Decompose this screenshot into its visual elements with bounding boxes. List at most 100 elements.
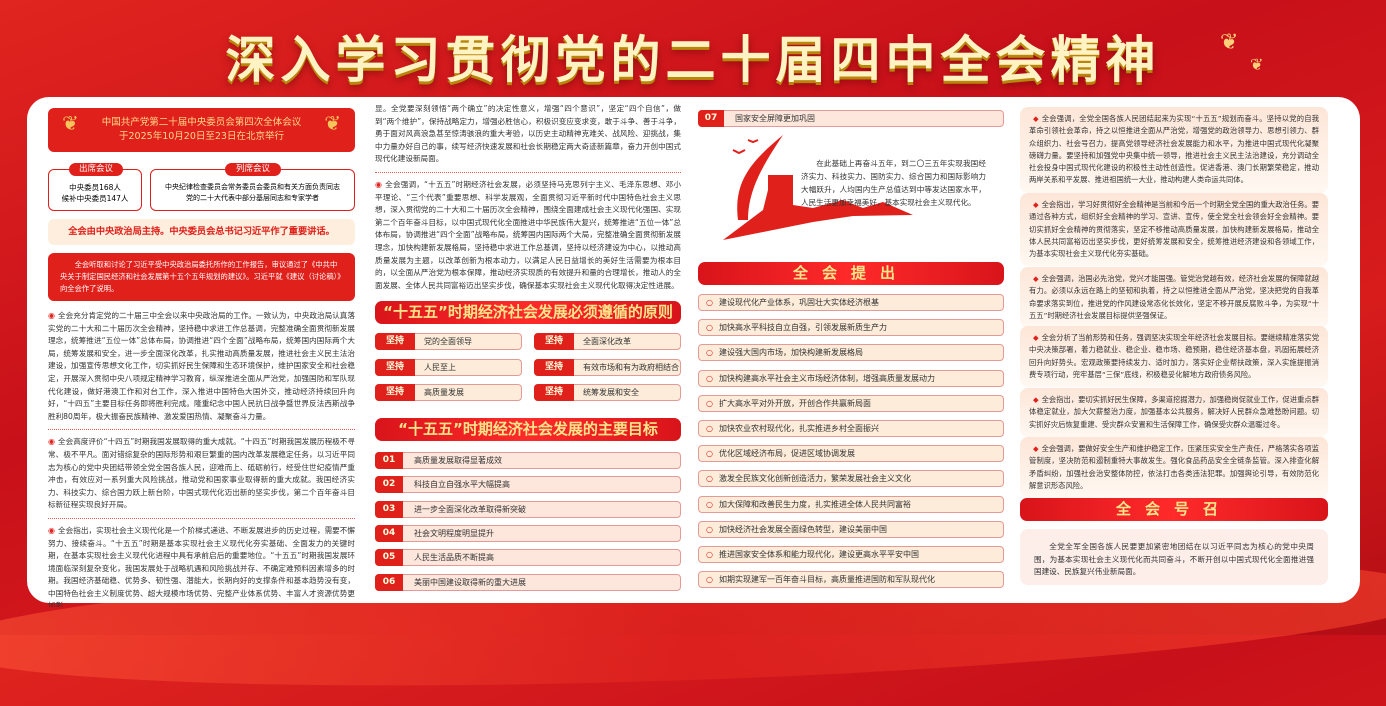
goal-item: 06 美丽中国建设取得新的重大进展: [375, 573, 681, 591]
proposal-text: 加快农业农村现代化，扎实推进乡村全面振兴: [719, 424, 879, 433]
proposal-item: ○ 加快经济社会发展全面绿色转型，建设美丽中国: [698, 520, 1004, 538]
proposal-text: 如期实现建军一百年奋斗目标，高质量推进国防和军队现代化: [719, 575, 935, 585]
call-header: 全会号召: [1020, 498, 1328, 521]
bullet-ring-icon: ◉: [48, 311, 56, 320]
proposal-item: ○ 推进国家安全体系和能力现代化，建设更高水平平安中国: [698, 546, 1004, 563]
column-3: 07 国家安全屏障更加巩固 在此基础上再奋斗五年，到二〇三五年实现我国经济实力、…: [698, 97, 1004, 603]
call-text: 全党全军全国各族人民要更加紧密地团结在以习近平同志为核心的党中央周围，为基本实现…: [1034, 542, 1314, 577]
paragraph: ◉ 全会强调，“十五五”时期经济社会发展，必须坚持马克思列宁主义、毛泽东思想、邓小…: [375, 179, 681, 292]
diamond-icon: ◆: [1033, 114, 1039, 123]
proposal-text: 加快高水平科技自立自强，引领发展新质生产力: [719, 323, 887, 333]
column-2: 显。全党要深刻领悟“两个确立”的决定性意义，增强“四个意识”，坚定“四个自信”，…: [375, 97, 681, 603]
proposal-item: ○ 优化区域经济布局，促进区域协调发展: [698, 445, 1004, 463]
goal-number: 05: [375, 549, 403, 567]
diamond-icon: ◆: [1033, 274, 1039, 283]
bullet-ring-icon: ○: [706, 499, 713, 509]
proposal-text: 推进国家安全体系和能力现代化，建设更高水平平安中国: [719, 550, 919, 559]
bullet-ring-icon: ○: [706, 474, 713, 484]
principle-item: 坚持 人民至上: [375, 358, 522, 376]
observe-line: 中央纪律检查委员会常务委员会委员和有关方面负责同志: [165, 183, 340, 191]
principle-item: 坚持 高质量发展: [375, 384, 522, 401]
bullet-ring-icon: ○: [706, 449, 713, 459]
meeting-header: ❦ 中国共产党第二十届中央委员会第四次全体会议 于2025年10月20日至23日…: [48, 108, 355, 152]
diamond-icon: ◆: [1033, 395, 1039, 404]
host-banner: 全会由中央政治局主持。中央委员会总书记习近平作了重要讲话。: [48, 219, 355, 245]
proposals-header: 全会提出: [698, 262, 1004, 285]
bullet-ring-icon: ○: [706, 575, 713, 585]
meeting-line: 于2025年10月20日至23日在北京举行: [119, 131, 284, 142]
diamond-icon: ◆: [1033, 200, 1039, 209]
laurel-icon: ❦: [324, 111, 341, 135]
statement-text: 全会分析了当前形势和任务，强调坚决实现全年经济社会发展目标。要继续精准落实党中央…: [1029, 333, 1319, 379]
principle-text: 党的全面领导: [424, 337, 472, 346]
goal-text: 美丽中国建设取得新的重大进展: [414, 577, 526, 587]
statement-text: 全会强调，治国必先治党，党兴才能国强。管党治党越有效，经济社会发展的保障就越有力…: [1029, 274, 1319, 320]
principles-header: “十五五”时期经济社会发展必须遵循的原则: [375, 301, 681, 324]
paragraph: 显。全党要深刻领悟“两个确立”的决定性意义，增强“四个意识”，坚定“四个自信”，…: [375, 104, 681, 164]
attend-line: 中央委员168人: [69, 183, 121, 192]
proposal-text: 加快经济社会发展全面绿色转型，建设美丽中国: [719, 524, 887, 534]
goal-text: 人民生活品质不断提高: [414, 553, 494, 563]
bullet-ring-icon: ○: [706, 373, 713, 383]
goal-item: 04 社会文明程度明显提升: [375, 524, 681, 542]
attend-line: 候补中央委员147人: [61, 194, 129, 203]
bullet-ring-icon: ○: [706, 424, 713, 433]
principle-tag: 坚持: [375, 358, 415, 376]
paragraph-text: 全会充分肯定党的二十届三中全会以来中央政治局的工作。一致认为，中央政治局认真落实…: [48, 311, 356, 421]
proposal-item: ○ 如期实现建军一百年奋斗目标，高质量推进国防和军队现代化: [698, 571, 1004, 589]
proposal-item: ○ 扩大高水平对外开放，开创合作共赢新局面: [698, 394, 1004, 412]
statement-card: ◆ 全会分析了当前形势和任务，强调坚决实现全年经济社会发展目标。要继续精准落实党中…: [1020, 326, 1328, 388]
bullet-ring-icon: ◉: [375, 179, 383, 189]
report-box: 全会听取和讨论了习近平受中央政治局委托所作的工作报告，审议通过了《中共中央关于制…: [48, 253, 355, 301]
proposal-text: 优化区域经济布局，促进区域协调发展: [719, 449, 855, 459]
call-card: 全党全军全国各族人民要更加紧密地团结在以习近平同志为核心的党中央周围，为基本实现…: [1020, 529, 1328, 585]
paragraph: ◉ 全会充分肯定党的二十届三中全会以来中央政治局的工作。一致认为，中央政治局认真落…: [48, 310, 355, 423]
attendance: 出席会议 中央委员168人 候补中央委员147人 列席会议 中央纪律检查委员会常…: [48, 163, 355, 219]
attend-box: 出席会议 中央委员168人 候补中央委员147人: [48, 163, 142, 211]
goal-number: 02: [375, 476, 403, 494]
proposal-text: 建设强大国内市场，加快构建新发展格局: [719, 348, 863, 358]
divider: [375, 171, 681, 173]
proposal-item: ○ 激发全民族文化创新创造活力，繁荣发展社会主义文化: [698, 470, 1004, 488]
goal-item: 07 国家安全屏障更加巩固: [698, 110, 1004, 127]
goal-number: 03: [375, 500, 403, 518]
principle-tag: 坚持: [375, 384, 415, 401]
statement-text: 全会指出，学习好贯彻好全会精神是当前和今后一个时期全党全国的重大政治任务。要通过…: [1029, 200, 1319, 259]
bullet-ring-icon: ○: [706, 348, 713, 358]
bullet-ring-icon: ◉: [48, 525, 56, 535]
proposal-item: ○ 加快构建高水平社会主义市场经济体制，增强高质量发展动力: [698, 369, 1004, 387]
page-title: 深入学习贯彻党的二十届四中全会精神: [225, 31, 1161, 89]
paragraph: ◉ 全会指出，实现社会主义现代化是一个阶梯式递进、不断发展进步的历史过程，需要不懈…: [48, 525, 355, 607]
principle-tag: 坚持: [375, 333, 415, 350]
proposal-text: 建设现代化产业体系，巩固壮大实体经济根基: [719, 298, 879, 307]
goal-item: 02 科技自立自强水平大幅提高: [375, 476, 681, 494]
bullet-ring-icon: ○: [706, 524, 713, 534]
goal-item: 05 人民生活品质不断提高: [375, 549, 681, 567]
paragraph-text: 全会强调，“十五五”时期经济社会发展，必须坚持马克思列宁主义、毛泽东思想、邓小平…: [375, 179, 681, 290]
diamond-icon: ◆: [1033, 444, 1039, 453]
principle-text: 全面深化改革: [583, 337, 631, 346]
bullet-ring-icon: ○: [706, 398, 713, 408]
proposal-item: ○ 加大保障和改善民生力度，扎实推进全体人民共同富裕: [698, 495, 1004, 513]
goal-number: 04: [375, 524, 403, 542]
paragraph: ◉ 全会高度评价“十四五”时期我国发展取得的重大成就。“十四五”时期我国发展历程极…: [48, 436, 355, 512]
statement-card: ◆ 全会强调，要做好安全生产和维护稳定工作，压紧压实安全生产责任，严格落实各项监管…: [1020, 437, 1328, 499]
statement-card: ◆ 全会强调，全党全国各族人民团结起来为实现“十五五”规划而奋斗。坚持以党的自我革…: [1020, 107, 1328, 193]
proposal-item: ○ 加快农业农村现代化，扎实推进乡村全面振兴: [698, 420, 1004, 437]
diamond-icon: ◆: [1033, 333, 1039, 342]
observe-label: 列席会议: [225, 163, 281, 176]
column-4: ◆ 全会强调，全党全国各族人民团结起来为实现“十五五”规划而奋斗。坚持以党的自我革…: [1020, 97, 1328, 603]
paragraph-text: 全会指出，实现社会主义现代化是一个阶梯式递进、不断发展进步的历史过程，需要不懈努…: [48, 525, 355, 607]
goal-text: 进一步全面深化改革取得新突破: [414, 504, 526, 514]
bullet-ring-icon: ◉: [48, 437, 55, 447]
goal-text: 社会文明程度明显提升: [414, 528, 494, 538]
column-1: ❦ 中国共产党第二十届中央委员会第四次全体会议 于2025年10月20日至23日…: [48, 97, 355, 607]
statement-text: 全会强调，要做好安全生产和维护稳定工作，压紧压实安全生产责任，严格落实各项监管制…: [1029, 444, 1319, 490]
goal-number: 06: [375, 573, 403, 591]
vision-text: 在此基础上再奋斗五年，到二〇三五年实现我国经济实力、科技实力、国防实力、综合国力…: [801, 159, 986, 207]
principle-tag: 坚持: [534, 333, 574, 350]
goal-item: 03 进一步全面深化改革取得新突破: [375, 500, 681, 518]
principle-text: 高质量发展: [424, 388, 464, 397]
proposal-text: 扩大高水平对外开放，开创合作共赢新局面: [719, 398, 871, 408]
great-wall-illustration: [723, 135, 913, 240]
